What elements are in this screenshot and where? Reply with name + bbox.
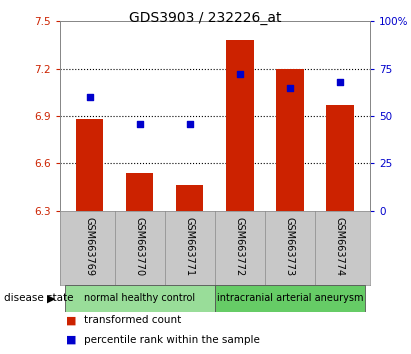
Point xyxy=(187,121,193,126)
Text: GSM663770: GSM663770 xyxy=(135,217,145,276)
Point xyxy=(86,94,93,100)
Text: GSM663774: GSM663774 xyxy=(335,217,345,276)
Bar xyxy=(326,105,353,211)
Bar xyxy=(215,285,365,312)
Text: ▶: ▶ xyxy=(47,293,55,303)
Text: ■: ■ xyxy=(66,335,76,345)
Text: GSM663771: GSM663771 xyxy=(185,217,195,276)
Bar xyxy=(276,69,304,211)
Text: transformed count: transformed count xyxy=(84,315,182,325)
Text: GDS3903 / 232226_at: GDS3903 / 232226_at xyxy=(129,11,282,25)
Text: normal healthy control: normal healthy control xyxy=(84,293,195,303)
Point xyxy=(136,121,143,126)
Point xyxy=(286,85,293,90)
Text: GSM663773: GSM663773 xyxy=(285,217,295,276)
Text: GSM663772: GSM663772 xyxy=(235,217,245,276)
Bar xyxy=(76,119,104,211)
Bar xyxy=(226,40,254,211)
Text: intracranial arterial aneurysm: intracranial arterial aneurysm xyxy=(217,293,363,303)
Text: GSM663769: GSM663769 xyxy=(85,217,95,275)
Text: disease state: disease state xyxy=(4,293,74,303)
Bar xyxy=(176,185,203,211)
Bar xyxy=(65,285,215,312)
Text: percentile rank within the sample: percentile rank within the sample xyxy=(84,335,260,345)
Text: ■: ■ xyxy=(66,315,76,325)
Bar xyxy=(126,173,153,211)
Point xyxy=(236,72,243,77)
Point xyxy=(337,79,343,85)
